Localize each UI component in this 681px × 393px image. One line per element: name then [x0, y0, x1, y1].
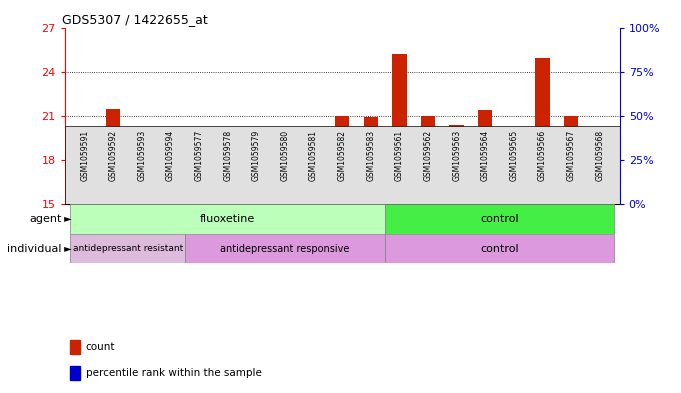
- Bar: [78, 130, 92, 204]
- Bar: [507, 151, 521, 154]
- Text: GSM1059563: GSM1059563: [452, 130, 461, 181]
- Text: GSM1059561: GSM1059561: [395, 130, 404, 181]
- Bar: [278, 152, 292, 156]
- Bar: [249, 145, 264, 204]
- Text: ►: ►: [61, 244, 72, 253]
- Text: control: control: [480, 214, 519, 224]
- Text: control: control: [480, 244, 519, 253]
- Text: agent: agent: [29, 214, 61, 224]
- Bar: [306, 156, 321, 204]
- Bar: [70, 234, 185, 263]
- Text: GSM1059583: GSM1059583: [366, 130, 375, 181]
- Bar: [221, 152, 235, 204]
- Bar: [507, 134, 521, 204]
- Bar: [106, 147, 121, 151]
- Bar: [364, 149, 378, 152]
- Bar: [421, 116, 435, 204]
- Bar: [70, 340, 80, 354]
- Bar: [135, 156, 149, 204]
- Bar: [478, 150, 492, 153]
- Bar: [478, 110, 492, 204]
- Bar: [535, 59, 550, 204]
- Bar: [278, 141, 292, 204]
- Text: ►: ►: [61, 214, 72, 224]
- Bar: [385, 204, 614, 234]
- Text: GSM1059593: GSM1059593: [138, 130, 146, 181]
- Text: count: count: [86, 342, 115, 352]
- Bar: [78, 149, 92, 152]
- Bar: [192, 144, 206, 204]
- Bar: [306, 153, 321, 156]
- Text: GSM1059564: GSM1059564: [481, 130, 490, 181]
- Bar: [564, 150, 578, 153]
- Text: GSM1059580: GSM1059580: [281, 130, 289, 181]
- Bar: [335, 150, 349, 153]
- Bar: [392, 54, 407, 204]
- Text: GSM1059565: GSM1059565: [509, 130, 518, 181]
- Bar: [221, 152, 235, 156]
- Text: GSM1059578: GSM1059578: [223, 130, 232, 181]
- Text: GSM1059567: GSM1059567: [567, 130, 575, 181]
- Bar: [385, 234, 614, 263]
- Text: GSM1059582: GSM1059582: [338, 130, 347, 181]
- Bar: [70, 365, 80, 380]
- Bar: [70, 204, 385, 234]
- Bar: [106, 108, 121, 204]
- Bar: [592, 201, 607, 204]
- Bar: [163, 151, 178, 154]
- Text: GSM1059581: GSM1059581: [309, 130, 318, 181]
- Bar: [163, 150, 178, 204]
- Bar: [335, 116, 349, 204]
- Text: GDS5307 / 1422655_at: GDS5307 / 1422655_at: [62, 13, 208, 26]
- Text: GSM1059566: GSM1059566: [538, 130, 547, 181]
- Bar: [392, 144, 407, 147]
- Text: GSM1059591: GSM1059591: [80, 130, 89, 181]
- Bar: [192, 149, 206, 152]
- Text: GSM1059568: GSM1059568: [595, 130, 604, 181]
- Bar: [535, 149, 550, 152]
- Text: GSM1059594: GSM1059594: [166, 130, 175, 181]
- Bar: [364, 118, 378, 204]
- Bar: [449, 151, 464, 154]
- Bar: [421, 149, 435, 152]
- Text: antidepressant responsive: antidepressant responsive: [220, 244, 349, 253]
- Bar: [135, 154, 149, 157]
- Bar: [249, 149, 264, 152]
- Bar: [564, 116, 578, 204]
- Text: GSM1059579: GSM1059579: [252, 130, 261, 181]
- Bar: [185, 234, 385, 263]
- Text: GSM1059577: GSM1059577: [195, 130, 204, 181]
- Bar: [449, 125, 464, 204]
- Text: GSM1059592: GSM1059592: [109, 130, 118, 181]
- Text: antidepressant resistant: antidepressant resistant: [72, 244, 183, 253]
- Text: GSM1059562: GSM1059562: [424, 130, 432, 181]
- Text: individual: individual: [7, 244, 61, 253]
- Text: fluoxetine: fluoxetine: [200, 214, 255, 224]
- Bar: [592, 201, 607, 204]
- Text: percentile rank within the sample: percentile rank within the sample: [86, 368, 262, 378]
